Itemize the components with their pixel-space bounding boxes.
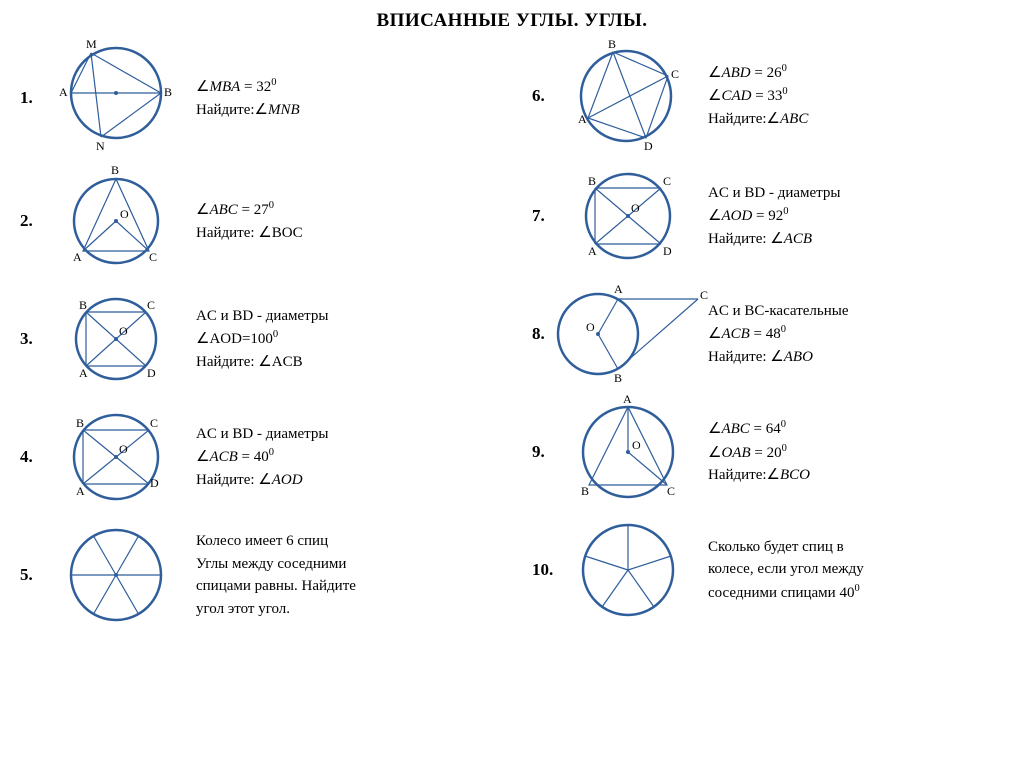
problem-number: 10. (532, 560, 558, 580)
svg-text:A: A (578, 112, 587, 126)
svg-text:A: A (59, 85, 68, 99)
svg-text:D: D (150, 476, 159, 490)
svg-text:C: C (663, 174, 671, 188)
problem-number: 3. (20, 329, 46, 349)
problem-10: 10. Сколько будет спиц в колесе, если уг… (532, 515, 1004, 625)
problem-number: 7. (532, 206, 558, 226)
svg-text:D: D (147, 366, 156, 380)
svg-text:C: C (149, 250, 157, 264)
svg-text:O: O (119, 324, 128, 338)
page-title: ВПИСАННЫЕ УГЛЫ. УГЛЫ. (20, 10, 1004, 32)
problem-number: 6. (532, 86, 558, 106)
svg-text:A: A (76, 484, 85, 498)
problem-text: AC и BD - диаметры ∠ACB = 400 Найдите: ∠… (186, 423, 492, 492)
svg-text:A: A (623, 392, 632, 406)
svg-text:C: C (671, 67, 679, 81)
svg-text:D: D (644, 139, 653, 153)
problem-text: AC и BD - диаметры ∠AOD=1000 Найдите: ∠A… (186, 305, 492, 374)
figure-6: B C A D (558, 38, 698, 153)
problem-8: 8. A B C O AC и BC-касательные ∠ACB = 4 (532, 279, 1004, 389)
problem-text: ∠ABD = 260 ∠CAD = 330 Найдите:∠ABC (698, 61, 1004, 131)
figure-3: B C A D O (46, 289, 186, 389)
figure-5 (46, 520, 186, 630)
problem-2: 2. B A C O ∠ABC = 270 Найдите: ∠BOC (20, 166, 492, 276)
figure-4: B C A D O (46, 405, 186, 510)
problem-7: 7. B C A D O AC и BD - диа (532, 161, 1004, 271)
problem-number: 9. (532, 442, 558, 462)
problem-4: 4. B C A D O AC и BD - диа (20, 402, 492, 512)
problem-6: 6. B C A D ∠ABD = 260 ∠CAD = 330 Найдите… (532, 38, 1004, 153)
svg-text:B: B (608, 37, 616, 51)
svg-text:M: M (86, 37, 97, 51)
svg-text:A: A (79, 366, 88, 380)
svg-text:B: B (614, 371, 622, 385)
problem-text: AC и BC-касательные ∠ACB = 480 Найдите: … (698, 300, 1004, 369)
svg-text:N: N (96, 139, 105, 153)
svg-text:C: C (150, 416, 158, 430)
problem-text: ∠ABC = 270 Найдите: ∠BOC (186, 198, 492, 244)
svg-text:B: B (76, 416, 84, 430)
svg-text:O: O (120, 207, 129, 221)
svg-text:A: A (588, 244, 597, 258)
figure-2: B A C O (46, 166, 186, 276)
problem-text: ∠MBA = 320 Найдите:∠MNB (186, 75, 492, 121)
figure-7: B C A D O (558, 166, 698, 266)
svg-text:B: B (588, 174, 596, 188)
problem-1: 1. M A B N ∠MBA = 320 Найдит (20, 38, 492, 158)
svg-text:B: B (164, 85, 172, 99)
svg-text:O: O (119, 442, 128, 456)
svg-text:O: O (632, 438, 641, 452)
svg-text:C: C (147, 298, 155, 312)
svg-text:C: C (667, 484, 675, 498)
svg-text:D: D (663, 244, 672, 258)
svg-text:B: B (111, 163, 119, 177)
problem-number: 1. (20, 88, 46, 108)
problem-text: Колесо имеет 6 спиц Углы между соседними… (186, 530, 492, 620)
problem-9: 9. A B C O ∠ABC = 640 ∠OAB = 200 Найдите… (532, 397, 1004, 507)
svg-text:A: A (614, 282, 623, 296)
problem-number: 5. (20, 565, 46, 585)
figure-10 (558, 515, 698, 625)
problem-5: 5. Колесо имеет 6 спиц Углы между соседн… (20, 520, 492, 630)
problem-text: Сколько будет спиц в колесе, если угол м… (698, 536, 1004, 605)
svg-text:A: A (73, 250, 82, 264)
figure-1: M A B N (46, 38, 186, 158)
figure-8: A B C O (558, 279, 698, 389)
figure-9: A B C O (558, 397, 698, 507)
problem-number: 2. (20, 211, 46, 231)
left-column: 1. M A B N ∠MBA = 320 Найдит (20, 38, 492, 638)
problem-number: 4. (20, 447, 46, 467)
columns: 1. M A B N ∠MBA = 320 Найдит (20, 38, 1004, 638)
svg-text:B: B (581, 484, 589, 498)
problem-text: ∠ABC = 640 ∠OAB = 200 Найдите:∠BCO (698, 417, 1004, 487)
svg-text:O: O (586, 320, 595, 334)
problem-3: 3. B C A D O AC и BD - диа (20, 284, 492, 394)
svg-text:B: B (79, 298, 87, 312)
right-column: 6. B C A D ∠ABD = 260 ∠CAD = 330 Найдите… (532, 38, 1004, 638)
problem-text: AC и BD - диаметры ∠AOD = 920 Найдите: ∠… (698, 182, 1004, 251)
svg-text:O: O (631, 201, 640, 215)
